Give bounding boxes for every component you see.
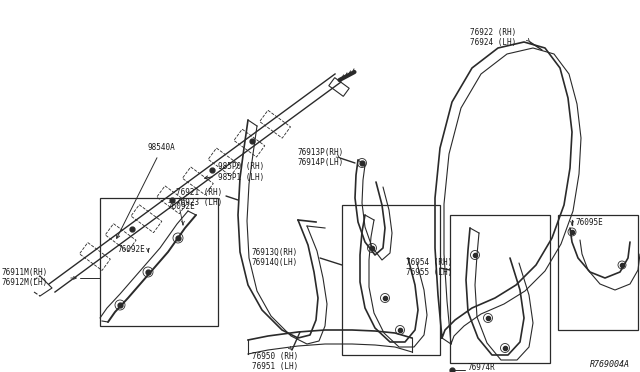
Bar xyxy=(208,148,239,176)
Bar xyxy=(100,198,218,326)
Text: 76911M(RH)
76912M(LH): 76911M(RH) 76912M(LH) xyxy=(2,268,48,288)
Bar xyxy=(131,205,162,232)
Text: 76095E: 76095E xyxy=(575,218,603,227)
Text: 76921 (RH)
76923 (LH): 76921 (RH) 76923 (LH) xyxy=(176,188,222,208)
Bar xyxy=(79,243,110,270)
Bar xyxy=(342,205,440,355)
Text: 76913Q(RH)
76914Q(LH): 76913Q(RH) 76914Q(LH) xyxy=(252,248,298,267)
Text: 76950 (RH)
76951 (LH): 76950 (RH) 76951 (LH) xyxy=(252,352,298,371)
Bar xyxy=(105,224,136,251)
Text: 985P0 (RH)
985P1 (LH): 985P0 (RH) 985P1 (LH) xyxy=(205,162,264,182)
Text: 98540A: 98540A xyxy=(116,144,176,238)
Text: 76913P(RH)
76914P(LH): 76913P(RH) 76914P(LH) xyxy=(298,148,344,167)
Text: 76092E: 76092E xyxy=(118,245,146,254)
Text: 76974R: 76974R xyxy=(468,363,496,372)
Bar xyxy=(450,215,550,363)
Text: R769004A: R769004A xyxy=(590,360,630,369)
Text: 76922 (RH)
76924 (LH): 76922 (RH) 76924 (LH) xyxy=(470,28,516,47)
Bar xyxy=(329,78,349,96)
Text: 76954 (RH)
76955 (LH): 76954 (RH) 76955 (LH) xyxy=(406,258,452,278)
Bar xyxy=(182,167,213,195)
Bar xyxy=(260,110,291,138)
Bar xyxy=(558,215,638,330)
Text: 76092E: 76092E xyxy=(168,202,196,211)
Bar xyxy=(234,129,265,157)
Bar xyxy=(157,186,188,214)
